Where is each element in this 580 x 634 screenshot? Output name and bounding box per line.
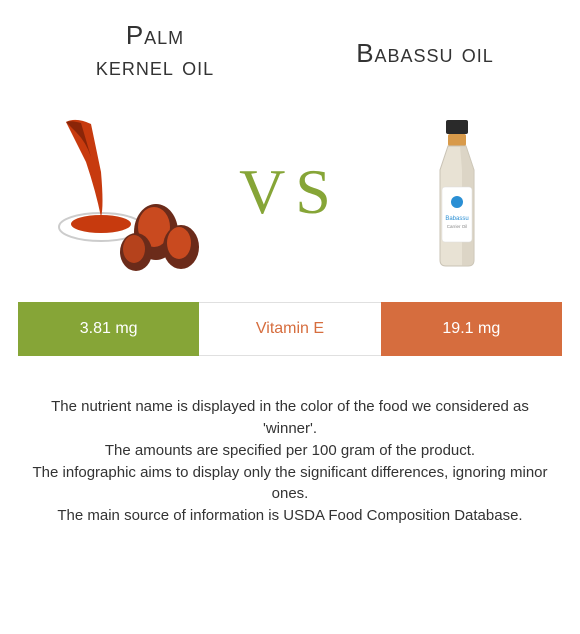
right-value: 19.1 mg (442, 320, 500, 338)
right-title-text: Babassu oil (356, 38, 494, 68)
footer-line-3: The infographic aims to display only the… (30, 462, 550, 506)
footer-line-2: The amounts are specified per 100 gram o… (30, 440, 550, 462)
nutrient-name: Vitamin E (256, 320, 324, 338)
left-product-image (46, 112, 206, 272)
footer-line-4: The main source of information is USDA F… (30, 505, 550, 527)
footer-description: The nutrient name is displayed in the co… (0, 356, 580, 547)
product-image-row: VS Babassu Carrier Oil (0, 92, 580, 292)
right-product-image: Babassu Carrier Oil (374, 112, 534, 272)
left-product-title: Palm kernel oil (45, 20, 265, 82)
left-value: 3.81 mg (80, 320, 138, 338)
nutrient-name-cell: Vitamin E (199, 302, 380, 356)
right-value-cell: 19.1 mg (381, 302, 562, 356)
bottle-sub-text: Carrier Oil (446, 224, 467, 229)
left-value-cell: 3.81 mg (18, 302, 199, 356)
right-product-title: Babassu oil (315, 20, 535, 69)
vs-label: VS (239, 155, 341, 229)
palm-oil-illustration (46, 112, 206, 272)
bottle-brand-text: Babassu (445, 216, 468, 222)
left-title-line1: Palm (126, 20, 184, 50)
left-title-line2: kernel oil (96, 51, 214, 81)
footer-line-1: The nutrient name is displayed in the co… (30, 396, 550, 440)
babassu-bottle-illustration: Babassu Carrier Oil (374, 112, 534, 272)
nutrient-compare-row: 3.81 mg Vitamin E 19.1 mg (18, 302, 562, 356)
